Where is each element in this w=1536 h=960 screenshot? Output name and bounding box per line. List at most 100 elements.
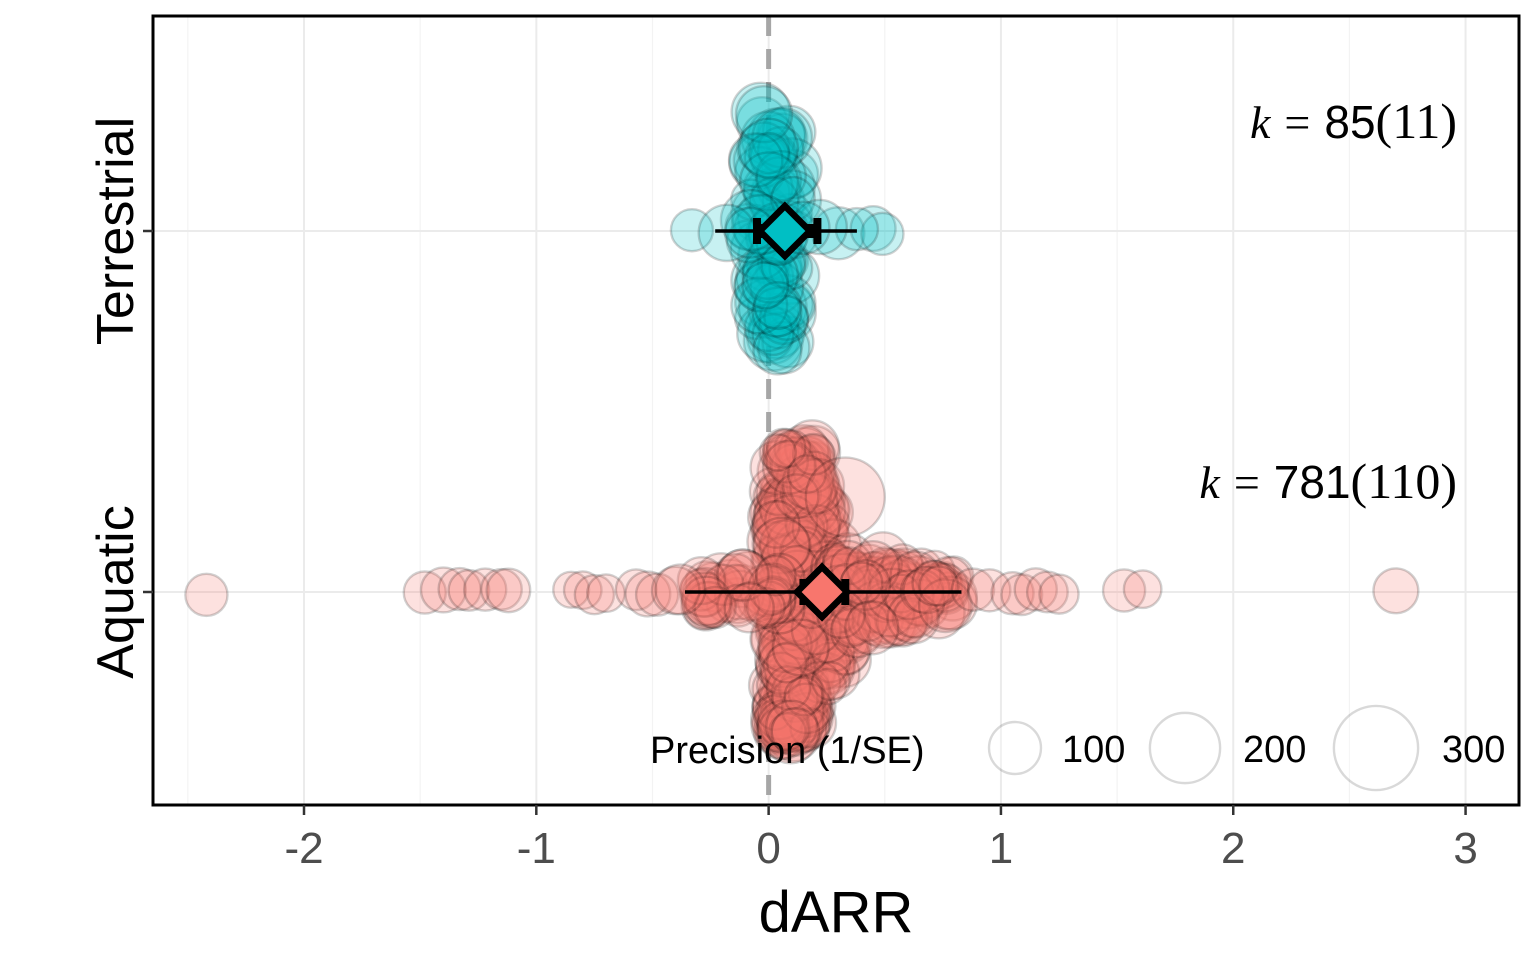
aquatic-point: [766, 691, 819, 744]
aquatic-point: [809, 641, 852, 684]
x-tick-label: -2: [284, 824, 323, 873]
terrestrial-point: [741, 246, 799, 304]
aquatic-point: [437, 566, 482, 612]
aquatic-point: [757, 713, 805, 761]
terrestrial-point: [738, 151, 800, 212]
aquatic-point: [754, 554, 797, 597]
aquatic-point: [754, 688, 806, 741]
terrestrial-point: [733, 277, 785, 328]
aquatic-point: [781, 471, 839, 529]
aquatic-point: [762, 678, 811, 728]
aquatic-point: [757, 476, 812, 531]
terrestrial-point: [738, 117, 800, 179]
aquatic-point: [752, 507, 807, 561]
aquatic-point: [780, 516, 818, 553]
terrestrial-point: [758, 274, 817, 333]
aquatic-point: [755, 666, 794, 705]
aquatic-point: [683, 571, 738, 626]
aquatic-point: [751, 680, 802, 732]
aquatic-point: [759, 689, 811, 741]
aquatic-point: [762, 606, 817, 661]
legend-size-circle: [1332, 704, 1420, 792]
aquatic-point: [761, 696, 808, 743]
aquatic-point: [829, 546, 869, 586]
terrestrial-point: [756, 320, 811, 375]
aquatic-point: [754, 710, 799, 754]
aquatic-point: [762, 708, 819, 765]
aquatic-point: [868, 562, 920, 613]
terrestrial-point: [756, 107, 807, 159]
aquatic-point: [756, 474, 814, 532]
aquatic-point: [757, 617, 813, 673]
aquatic-point: [779, 664, 831, 717]
aquatic-point: [792, 661, 830, 699]
k-value: 781: [1274, 456, 1351, 508]
aquatic-point: [788, 433, 837, 483]
aquatic-point: [759, 527, 803, 571]
aquatic-point: [890, 585, 932, 626]
aquatic-point: [783, 676, 824, 717]
aquatic-point: [762, 485, 811, 534]
aquatic-point: [836, 606, 885, 655]
aquatic-point: [773, 429, 812, 468]
aquatic-point: [805, 618, 850, 664]
aquatic-point: [772, 677, 829, 733]
aquatic-point: [863, 594, 918, 649]
terrestrial-point: [734, 145, 786, 198]
aquatic-point: [805, 616, 849, 660]
aquatic-point: [784, 419, 841, 476]
aquatic-point: [791, 650, 837, 696]
aquatic-point: [783, 672, 833, 721]
aquatic-point: [863, 585, 916, 638]
aquatic-point: [1013, 567, 1059, 612]
aquatic-point: [755, 644, 802, 691]
aquatic-point: [760, 532, 815, 587]
aquatic-point: [756, 694, 794, 731]
k-equals: =: [1284, 97, 1310, 148]
aquatic-point: [764, 481, 813, 529]
aquatic-point: [833, 602, 877, 647]
aquatic-point: [778, 423, 830, 476]
aquatic-point: [766, 516, 824, 574]
terrestrial-point: [756, 126, 805, 174]
aquatic-point: [891, 572, 944, 624]
y-category-label: Terrestrial: [87, 117, 145, 345]
aquatic-point: [774, 623, 833, 683]
aquatic-point: [752, 473, 801, 522]
aquatic-point: [829, 604, 885, 659]
aquatic-point: [771, 608, 814, 652]
aquatic-point: [758, 480, 815, 537]
aquatic-point: [586, 573, 626, 614]
aquatic-point: [921, 581, 971, 631]
aquatic-point: [784, 457, 830, 503]
legend-size-label: 200: [1243, 729, 1306, 771]
terrestrial-point: [728, 133, 787, 192]
aquatic-point: [749, 486, 802, 540]
aquatic-point: [713, 569, 765, 621]
k-equals: =: [1234, 457, 1260, 508]
aquatic-point: [745, 587, 786, 627]
aquatic-point: [907, 561, 953, 607]
aquatic-point: [753, 577, 792, 616]
aquatic-point: [1000, 573, 1044, 617]
aquatic-point: [804, 456, 886, 538]
k-symbol: k: [1250, 97, 1272, 148]
aquatic-point: [777, 435, 814, 473]
aquatic-point: [755, 469, 803, 517]
aquatic-point: [749, 503, 802, 555]
aquatic-point: [768, 508, 814, 555]
aquatic-point: [875, 554, 920, 600]
aquatic-point: [719, 563, 765, 609]
aquatic-point: [839, 579, 898, 639]
aquatic-point: [776, 426, 833, 483]
aquatic-point: [790, 471, 844, 525]
legend-size-label: 100: [1062, 729, 1125, 771]
aquatic-point: [758, 519, 812, 573]
terrestrial-point: [743, 303, 793, 353]
aquatic-point: [758, 433, 797, 472]
aquatic-point: [624, 570, 672, 618]
terrestrial-point: [755, 156, 803, 204]
terrestrial-point: [760, 137, 823, 200]
terrestrial-point: [742, 168, 791, 218]
terrestrial-point: [834, 206, 880, 252]
